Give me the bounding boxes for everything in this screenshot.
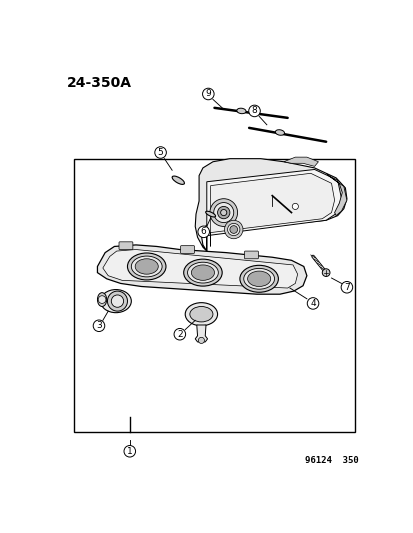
Ellipse shape (131, 256, 162, 277)
Ellipse shape (100, 289, 131, 313)
Ellipse shape (191, 265, 214, 280)
Ellipse shape (205, 211, 215, 217)
Circle shape (98, 296, 106, 303)
Circle shape (209, 199, 237, 227)
FancyBboxPatch shape (244, 251, 258, 259)
Text: 6: 6 (200, 227, 206, 236)
Polygon shape (97, 245, 306, 294)
Polygon shape (206, 169, 341, 251)
Circle shape (229, 225, 237, 233)
Circle shape (248, 105, 260, 117)
Ellipse shape (239, 265, 278, 292)
FancyBboxPatch shape (180, 246, 194, 253)
Ellipse shape (243, 269, 274, 289)
Circle shape (306, 297, 318, 309)
Ellipse shape (275, 130, 284, 135)
Circle shape (217, 206, 229, 219)
Ellipse shape (247, 271, 270, 287)
Ellipse shape (236, 108, 245, 114)
Circle shape (198, 337, 204, 343)
Ellipse shape (190, 306, 212, 322)
Polygon shape (195, 159, 346, 251)
Ellipse shape (183, 259, 222, 286)
Circle shape (154, 147, 166, 158)
Circle shape (197, 226, 209, 238)
Text: 3: 3 (96, 321, 102, 330)
Text: 1: 1 (127, 447, 132, 456)
Circle shape (173, 328, 185, 340)
Circle shape (202, 88, 214, 100)
Circle shape (227, 223, 239, 236)
Ellipse shape (135, 259, 158, 274)
Text: 7: 7 (343, 283, 349, 292)
Polygon shape (210, 173, 334, 246)
Ellipse shape (172, 176, 184, 184)
Circle shape (213, 203, 233, 223)
Polygon shape (326, 174, 346, 216)
Polygon shape (283, 157, 318, 166)
Circle shape (124, 446, 135, 457)
Text: 96124  350: 96124 350 (305, 456, 358, 465)
FancyBboxPatch shape (119, 242, 133, 249)
Polygon shape (195, 325, 207, 342)
Circle shape (107, 291, 127, 311)
Ellipse shape (187, 262, 218, 283)
Circle shape (93, 320, 104, 332)
Circle shape (220, 209, 226, 216)
Ellipse shape (97, 293, 107, 306)
Circle shape (292, 203, 298, 209)
Circle shape (111, 295, 123, 308)
Circle shape (224, 220, 242, 239)
Text: 5: 5 (157, 148, 163, 157)
Ellipse shape (127, 253, 166, 280)
Bar (74, 159, 354, 432)
Text: 2: 2 (177, 330, 182, 339)
Text: 8: 8 (251, 107, 257, 116)
Ellipse shape (185, 303, 217, 326)
Polygon shape (102, 249, 297, 288)
Text: 24-350A: 24-350A (66, 76, 131, 90)
Circle shape (321, 269, 329, 277)
Text: 4: 4 (309, 299, 315, 308)
Circle shape (340, 281, 352, 293)
Text: 9: 9 (205, 90, 211, 99)
